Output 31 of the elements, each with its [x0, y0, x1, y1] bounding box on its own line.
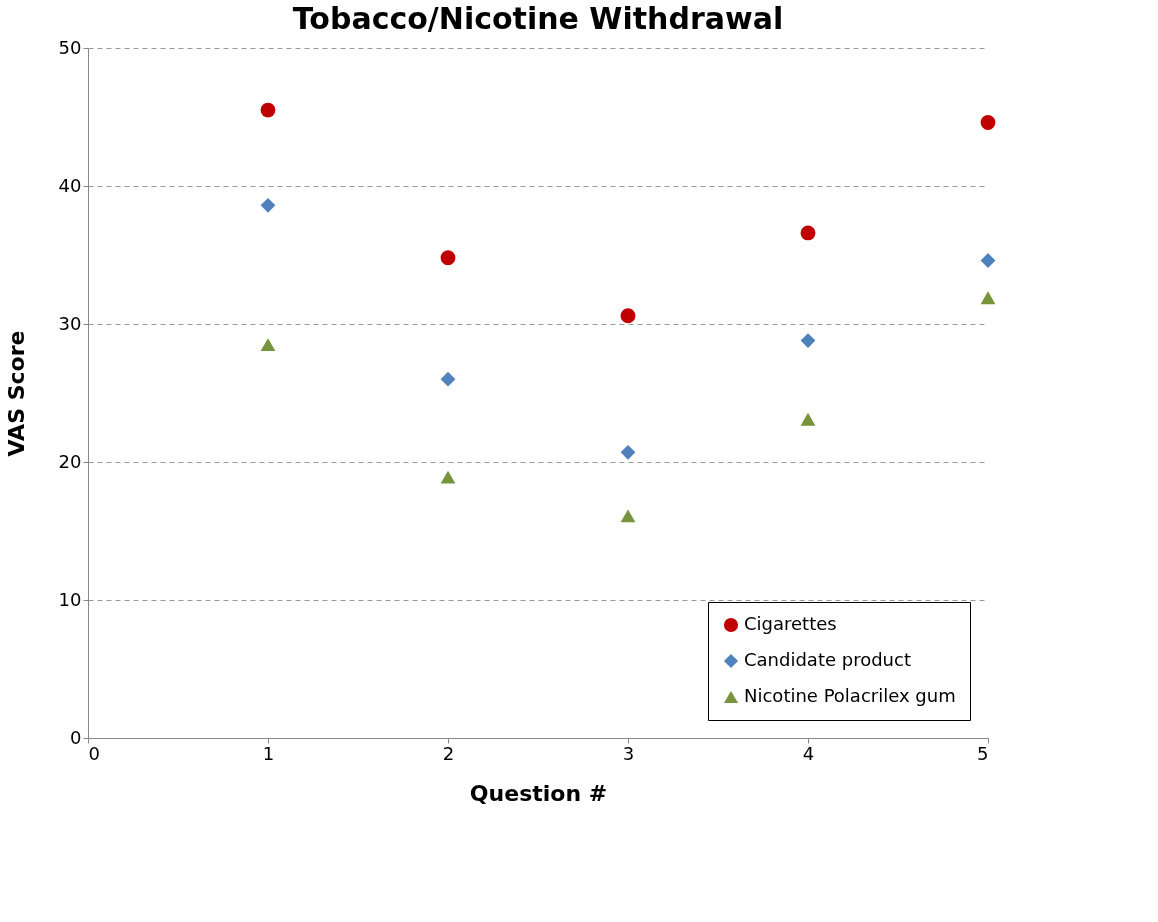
- point: [260, 338, 276, 352]
- point: [800, 225, 816, 241]
- legend-label: Candidate product: [744, 649, 911, 670]
- x-axis-title: Question #: [469, 780, 608, 806]
- point: [440, 470, 456, 484]
- legend-label: Nicotine Polacrilex gum: [744, 685, 956, 706]
- x-tick-label: 4: [802, 742, 815, 764]
- point: [620, 308, 636, 324]
- point: [980, 291, 996, 305]
- point: [620, 509, 636, 523]
- point: [440, 250, 456, 266]
- y-tick-label: 10: [58, 588, 82, 610]
- legend-label: Cigarettes: [744, 613, 837, 634]
- x-tick-label: 5: [977, 742, 989, 764]
- chart-title: Tobacco/Nicotine Withdrawal: [292, 1, 784, 36]
- y-axis-title: VAS Score: [3, 330, 29, 457]
- point: [440, 371, 456, 387]
- y-tick-label: 50: [58, 36, 82, 58]
- x-tick-label: 2: [442, 742, 455, 764]
- y-tick-label: 40: [58, 174, 82, 196]
- point: [620, 444, 636, 460]
- y-tick-label: 20: [58, 450, 82, 472]
- x-tick-label: 1: [262, 742, 275, 764]
- point: [980, 115, 996, 130]
- point: [260, 197, 276, 213]
- point: [800, 412, 816, 426]
- y-tick-label: 30: [58, 312, 82, 334]
- x-tick-label: 3: [622, 742, 635, 764]
- point: [260, 102, 276, 118]
- y-tick-label: 0: [70, 726, 82, 748]
- x-tick-label: 0: [88, 742, 100, 764]
